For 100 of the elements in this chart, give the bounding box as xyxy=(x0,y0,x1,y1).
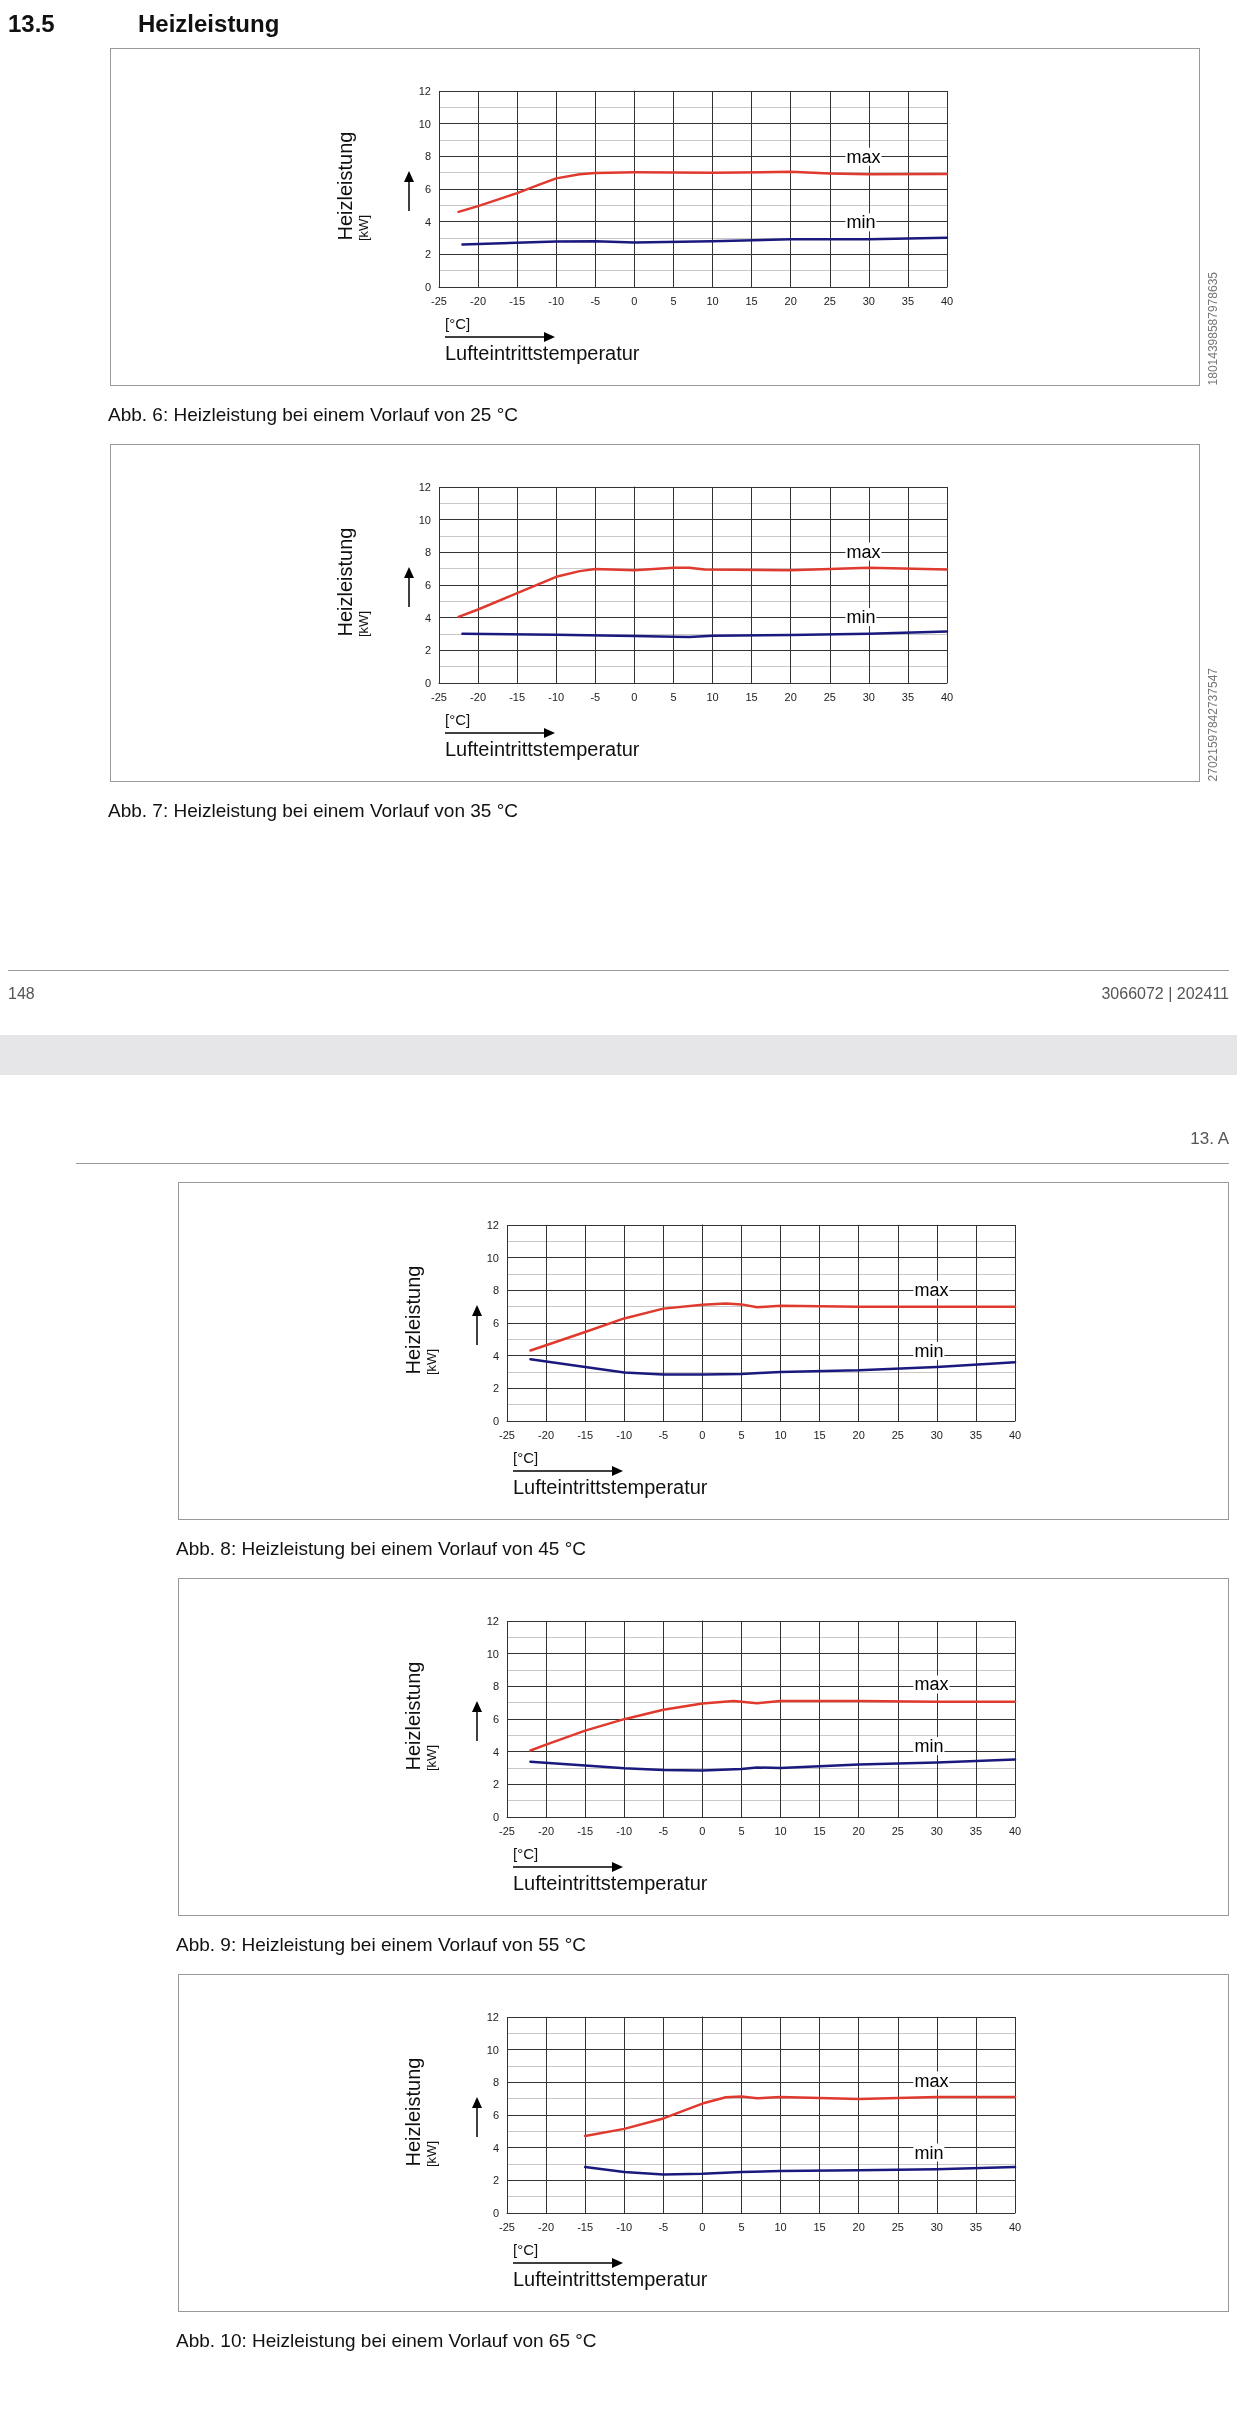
y-axis-title: Heizleistung [kW] xyxy=(334,527,372,637)
x-tick-label: 30 xyxy=(930,1428,943,1441)
x-tick-label: 0 xyxy=(699,2220,706,2233)
y-axis-title: Heizleistung [kW] xyxy=(334,131,372,241)
line-series xyxy=(529,1358,1017,1376)
text: 3066072 | 202411 xyxy=(1101,985,1229,1004)
y-tick-label: 0 xyxy=(492,2207,499,2219)
x-tick-label: 25 xyxy=(823,690,836,703)
line-series xyxy=(583,2165,1017,2176)
x-tick-label: 20 xyxy=(784,690,797,703)
x-tick-label: 35 xyxy=(969,1428,983,1441)
x-tick-label: 0 xyxy=(699,1824,706,1837)
y-tick-label: 2 xyxy=(424,248,431,261)
series-label: max xyxy=(914,1674,949,1695)
y-axis-title: Heizleistung [kW] xyxy=(402,1265,440,1375)
x-tick-label: 20 xyxy=(784,294,797,307)
x-tick-label: -25 xyxy=(499,1824,515,1837)
y-tick-label: 4 xyxy=(492,2141,499,2154)
x-tick-label: 15 xyxy=(813,1428,826,1441)
x-tick-label: -10 xyxy=(616,2220,633,2233)
x-tick-label: -15 xyxy=(577,1824,594,1837)
x-tick-label: 30 xyxy=(862,690,875,703)
x-tick-label: 35 xyxy=(969,1824,983,1837)
x-tick-label: 10 xyxy=(706,294,719,307)
x-tick-label: -5 xyxy=(658,1824,669,1837)
x-tick-label: 5 xyxy=(738,1428,745,1441)
x-tick-label: 25 xyxy=(891,1824,904,1837)
y-tick-label: 10 xyxy=(486,1251,499,1264)
series-label: min xyxy=(846,212,876,233)
x-tick-label: 10 xyxy=(774,1824,787,1837)
x-tick-label: -5 xyxy=(658,2220,669,2233)
x-tick-label: -20 xyxy=(470,690,487,703)
y-tick-label: 2 xyxy=(492,1382,499,1395)
x-tick-label: 5 xyxy=(738,1824,745,1837)
y-tick-label: 4 xyxy=(424,611,431,624)
x-tick-label: 0 xyxy=(699,1428,706,1441)
x-tick-label: 40 xyxy=(1008,1428,1022,1441)
y-tick-label: 0 xyxy=(492,1415,499,1427)
x-tick-label: 25 xyxy=(891,2220,904,2233)
x-tick-label: 5 xyxy=(670,294,677,307)
line-series xyxy=(529,1699,1017,1752)
x-tick-label: 15 xyxy=(813,2220,826,2233)
y-tick-label: 8 xyxy=(492,1680,499,1693)
y-tick-label: 12 xyxy=(486,1615,499,1627)
x-tick-label: 0 xyxy=(631,690,638,703)
x-tick-label: -15 xyxy=(509,690,526,703)
x-tick-label: 25 xyxy=(891,1428,904,1441)
series-label: max xyxy=(914,1279,949,1300)
x-tick-label: 35 xyxy=(901,690,915,703)
x-tick-label: 0 xyxy=(631,294,638,307)
x-tick-label: 40 xyxy=(940,294,954,307)
text: 148 xyxy=(8,985,35,1004)
x-tick-label: -5 xyxy=(590,294,601,307)
y-tick-label: 8 xyxy=(424,150,431,163)
y-tick-label: 12 xyxy=(486,2011,499,2023)
y-tick-label: 10 xyxy=(418,513,431,526)
line-series xyxy=(583,2095,1017,2138)
x-tick-label: -15 xyxy=(577,2220,594,2233)
series-label: min xyxy=(914,1736,944,1757)
x-tick-label: 20 xyxy=(852,1428,865,1441)
y-tick-label: 0 xyxy=(424,677,431,689)
x-tick-label: -5 xyxy=(658,1428,669,1441)
x-tick-label: -20 xyxy=(538,1428,555,1441)
y-tick-label: 6 xyxy=(492,2109,499,2121)
x-tick-label: 30 xyxy=(862,294,875,307)
x-tick-label: 20 xyxy=(852,2220,865,2233)
y-tick-label: 8 xyxy=(424,546,431,559)
y-axis-title: Heizleistung [kW] xyxy=(402,2057,440,2167)
x-tick-label: 10 xyxy=(774,1428,787,1441)
line-series xyxy=(529,1758,1017,1772)
x-axis-title: [°C] Lufteintrittstemperatur xyxy=(513,2241,708,2291)
y-tick-label: 8 xyxy=(492,2076,499,2089)
series-label: min xyxy=(914,2142,944,2163)
y-tick-label: 10 xyxy=(418,117,431,130)
x-tick-label: 30 xyxy=(930,1824,943,1837)
y-tick-label: 8 xyxy=(492,1284,499,1297)
y-axis-title: Heizleistung [kW] xyxy=(402,1661,440,1771)
caption: Abb. 10: Heizleistung bei einem Vorlauf von 65 °C xyxy=(176,2330,598,2353)
y-tick-label: 6 xyxy=(424,183,431,195)
line-series xyxy=(461,236,949,246)
x-tick-label: 15 xyxy=(745,294,758,307)
y-tick-label: 10 xyxy=(486,1647,499,1660)
text: 13. A xyxy=(1190,1129,1229,1149)
x-tick-label: 40 xyxy=(1008,2220,1022,2233)
x-tick-label: 40 xyxy=(1008,1824,1022,1837)
x-axis-title: [°C] Lufteintrittstemperatur xyxy=(445,315,640,365)
x-tick-label: -15 xyxy=(577,1428,594,1441)
y-tick-label: 6 xyxy=(492,1317,499,1329)
y-tick-label: 2 xyxy=(492,2174,499,2187)
series-label: min xyxy=(914,1340,944,1361)
series-label: min xyxy=(846,607,876,628)
y-tick-label: 2 xyxy=(424,644,431,657)
series-label: max xyxy=(846,541,881,562)
x-tick-label: 40 xyxy=(940,690,954,703)
caption: Abb. 6: Heizleistung bei einem Vorlauf von 25 °C xyxy=(108,404,519,427)
y-tick-label: 2 xyxy=(492,1778,499,1791)
x-axis-title: [°C] Lufteintrittstemperatur xyxy=(513,1845,708,1895)
y-tick-label: 10 xyxy=(486,2043,499,2056)
x-tick-label: -10 xyxy=(616,1824,633,1837)
x-tick-label: -25 xyxy=(499,1428,515,1441)
